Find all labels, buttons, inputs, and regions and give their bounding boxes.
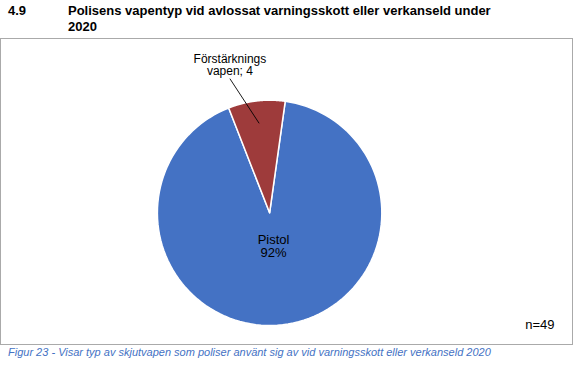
html-text:4.9: 4.9 (8, 3, 27, 18)
svg-text:Pistol92%: Pistol92% (258, 232, 290, 260)
svg-text:n=49: n=49 (525, 317, 554, 332)
svg-text:Förstärkningsvapen; 4: Förstärkningsvapen; 4 (194, 52, 267, 78)
html-text:Polisens vapentyp vid avlossat: Polisens vapentyp vid avlossat varningss… (68, 3, 491, 34)
html-text:Figur 23 - Visar typ av skjutv: Figur 23 - Visar typ av skjutvapen som p… (8, 346, 491, 358)
